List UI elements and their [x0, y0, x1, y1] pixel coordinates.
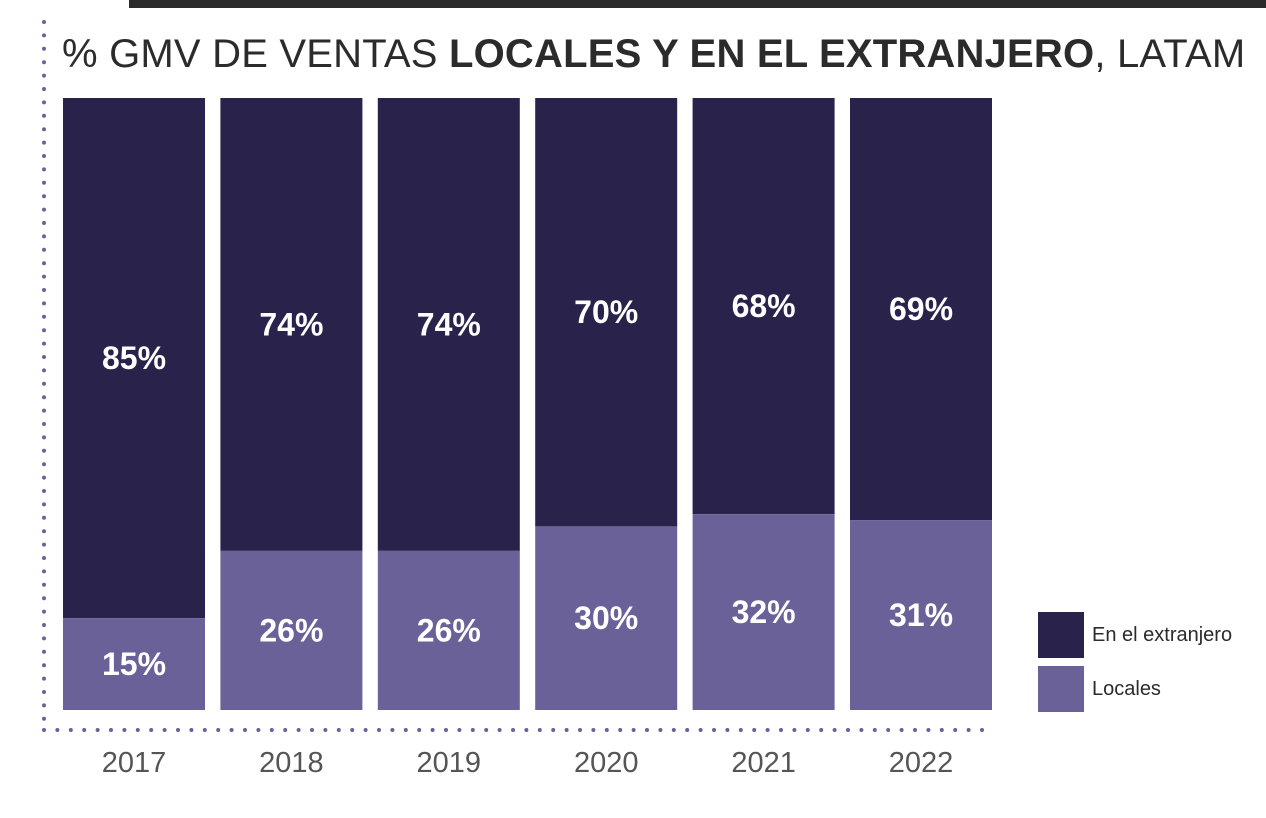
x-tick-2021: 2021 [731, 747, 796, 779]
bar-2021-locales-label: 32% [732, 594, 796, 630]
bar-2019-locales-label: 26% [417, 612, 481, 648]
legend-label-en-el-extranjero: En el extranjero [1092, 623, 1233, 646]
bar-2017-locales-label: 15% [102, 646, 166, 682]
bar-2018-locales [220, 550, 363, 710]
bar-2021-en-el-extranjero-label: 68% [732, 288, 796, 324]
bar-2018-locales-label: 26% [259, 612, 323, 648]
x-tick-2019: 2019 [417, 747, 482, 779]
legend-swatch-locales [1038, 666, 1084, 712]
bar-2022-locales-label: 31% [889, 597, 953, 633]
x-tick-2018: 2018 [259, 747, 324, 779]
bar-2018-en-el-extranjero-label: 74% [259, 306, 323, 342]
title-prefix: % GMV DE VENTAS [62, 32, 449, 76]
bar-2017-en-el-extranjero [63, 98, 205, 619]
bar-2022-en-el-extranjero [850, 98, 992, 521]
bar-2020-locales-label: 30% [574, 600, 638, 636]
bar-2019-locales [377, 550, 520, 710]
bar-2022-en-el-extranjero-label: 69% [889, 291, 953, 327]
bar-2019-en-el-extranjero-label: 74% [417, 306, 481, 342]
x-tick-2022: 2022 [889, 747, 954, 779]
bar-2017-locales [63, 618, 205, 710]
x-tick-2017: 2017 [102, 747, 167, 779]
bar-2018-en-el-extranjero [220, 98, 363, 551]
legend-label-locales: Locales [1092, 677, 1161, 700]
title-bold: LOCALES Y EN EL EXTRANJERO [448, 32, 1095, 76]
bar-2021-locales [692, 514, 835, 710]
bar-2021-en-el-extranjero [692, 98, 835, 515]
title-suffix: , LATAM [1094, 32, 1246, 76]
bar-2020-locales [535, 526, 678, 710]
top-rule [129, 0, 1266, 8]
x-tick-2020: 2020 [574, 747, 639, 779]
bar-2017-en-el-extranjero-label: 85% [102, 340, 166, 376]
bar-2022-locales [850, 520, 992, 710]
chart-title: % GMV DE VENTAS LOCALES Y EN EL EXTRANJE… [62, 32, 1245, 77]
legend-item-en-el-extranjero: En el extranjero [1038, 612, 1232, 658]
legend-item-locales: Locales [1038, 666, 1161, 712]
bar-2019-en-el-extranjero [377, 98, 520, 551]
bar-2020-en-el-extranjero-label: 70% [574, 294, 638, 330]
bar-2020-en-el-extranjero [535, 98, 678, 527]
legend-swatch-en-el-extranjero [1038, 612, 1084, 658]
